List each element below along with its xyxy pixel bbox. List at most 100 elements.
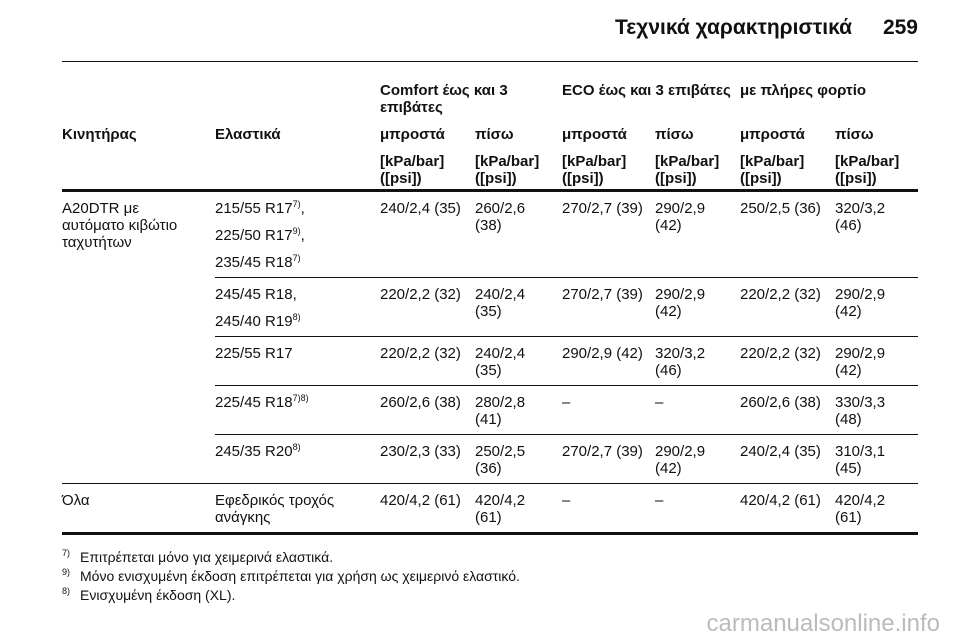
- footnote-text: Μόνο ενισχυμένη έκδοση επιτρέπεται για χ…: [80, 568, 520, 584]
- pressure-cell: 320/3,2 (46): [835, 190, 919, 278]
- tire-text: 225/55 R17: [215, 345, 293, 362]
- pressure: 220/2,2 (32): [380, 286, 461, 303]
- pressure-cell: 250/2,5 (36): [740, 190, 835, 278]
- pressure-cell: 240/2,4 (35): [740, 434, 835, 484]
- pressure: 320/3,2 (46): [655, 345, 706, 379]
- pressure: 290/2,9 (42): [835, 286, 886, 320]
- units-row: [kPa/bar] ([psi]) [kPa/bar] ([psi]) [kPa/b…: [62, 153, 919, 192]
- unit-text: [kPa/bar] ([psi]): [380, 153, 445, 187]
- pressure: –: [655, 492, 664, 509]
- footnote-text: Επιτρέπεται μόνο για χειμερινά ελαστικά.: [80, 549, 334, 565]
- data-row: Όλα Εφεδρικός τροχός ανάγκης 420/4,2 (61) 4…: [62, 483, 919, 535]
- pressure-cell: 270/2,7 (39): [562, 434, 655, 484]
- pressure: 290/2,9 (42): [655, 443, 706, 477]
- pressure: 310/3,1 (45): [835, 443, 886, 477]
- pressure-cell: 330/3,3 (48): [835, 385, 919, 435]
- pressure: 220/2,2 (32): [740, 286, 821, 303]
- pressure-cell: –: [562, 483, 655, 535]
- unit-header: [kPa/bar] ([psi]): [562, 153, 655, 192]
- group-header: ECO έως και 3 επιβάτες: [562, 82, 740, 126]
- column-header-row: Κινητήρας Ελαστικά μπροστά πίσω μπροστά πίσω μ…: [62, 126, 918, 153]
- column-header: μπροστά: [562, 126, 627, 143]
- pressure-cell: 290/2,9 (42): [562, 336, 655, 386]
- tire-text: 245/40 R19: [215, 313, 293, 330]
- pressure: 290/2,9 (42): [562, 345, 643, 362]
- blank: [62, 153, 215, 192]
- pressure: 240/2,4 (35): [740, 443, 821, 460]
- pressure: 240/2,4 (35): [380, 200, 461, 217]
- pressure-cell: 290/2,9 (42): [655, 277, 740, 337]
- pressure-cell: 240/2,4 (35): [475, 336, 562, 386]
- pressure: 250/2,5 (36): [475, 443, 526, 477]
- separator: ,: [300, 200, 305, 217]
- group-header: Comfort έως και 3 επιβάτες: [380, 82, 562, 126]
- tire-text: 235/45 R18: [215, 254, 293, 271]
- engine-cell: A20DTR με αυτόματο κιβώτιο ταχυτήτων: [62, 190, 215, 484]
- unit-header: [kPa/bar] ([psi]): [655, 153, 740, 192]
- pressure-cell: 260/2,6 (38): [475, 190, 562, 278]
- footnote-ref: 7)8): [292, 393, 309, 403]
- pressure-cell: 230/2,3 (33): [380, 434, 475, 484]
- group-header-row: Comfort έως και 3 επιβάτες ECO έως και 3 …: [62, 82, 918, 126]
- data-row: 225/55 R17 220/2,2 (32) 240/2,4 (35) 290/2,…: [62, 336, 919, 386]
- tires-cell: 225/55 R17: [215, 336, 380, 386]
- pressure: 230/2,3 (33): [380, 443, 461, 460]
- pressure-cell: –: [655, 483, 740, 535]
- footnote-ref: 9): [292, 226, 301, 236]
- pressure: 270/2,7 (39): [562, 200, 643, 217]
- pressure: 240/2,4 (35): [475, 286, 526, 320]
- pressure-cell: –: [655, 385, 740, 435]
- column-header: πίσω: [475, 126, 514, 143]
- pressure-cell: 220/2,2 (32): [380, 277, 475, 337]
- data-row: 245/35 R208) 230/2,3 (33) 250/2,5 (36) 270/…: [62, 434, 919, 484]
- group-header: με πλήρες φορτίο: [740, 82, 918, 126]
- pressure-cell: 240/2,4 (35): [380, 190, 475, 278]
- footnote: 8) Ενισχυμένη έκδοση (XL).: [62, 586, 520, 605]
- blank: [215, 153, 380, 192]
- pressure-cell: 310/3,1 (45): [835, 434, 919, 484]
- engine: Όλα: [62, 492, 90, 509]
- blank: [215, 82, 380, 126]
- tires-cell: 245/45 R18, 245/40 R198): [215, 277, 380, 337]
- pressure-cell: 290/2,9 (42): [655, 434, 740, 484]
- column-header: πίσω: [835, 126, 874, 143]
- tire-text: 215/55 R17: [215, 200, 293, 217]
- pressure-cell: 420/4,2 (61): [380, 483, 475, 535]
- pressure: –: [562, 492, 571, 509]
- pressure: 260/2,6 (38): [740, 394, 821, 411]
- footnote-mark: 8): [62, 586, 71, 596]
- tire-size: 225/50 R179),: [215, 226, 376, 245]
- tire-size: 235/45 R187): [215, 254, 376, 272]
- pressure-cell: 290/2,9 (42): [835, 336, 919, 386]
- pressure: 280/2,8 (41): [475, 394, 526, 428]
- pressure-cell: 420/4,2 (61): [475, 483, 562, 535]
- separator: ,: [300, 227, 305, 244]
- engine: A20DTR με αυτόματο κιβώτιο ταχυτήτων: [62, 200, 178, 251]
- unit-text: [kPa/bar] ([psi]): [475, 153, 540, 187]
- tires-cell: 215/55 R177), 225/50 R179), 235/45 R187): [215, 190, 380, 278]
- pressure-cell: 420/4,2 (61): [740, 483, 835, 535]
- pressure: 290/2,9 (42): [835, 345, 886, 379]
- pressure-cell: 280/2,8 (41): [475, 385, 562, 435]
- pressure: 420/4,2 (61): [740, 492, 821, 509]
- tire-size: 225/55 R17: [215, 345, 376, 362]
- pressure-cell: 220/2,2 (32): [380, 336, 475, 386]
- footnotes: 7) Επιτρέπεται μόνο για χειμερινά ελαστικ…: [62, 548, 520, 605]
- unit-text: [kPa/bar] ([psi]): [562, 153, 627, 187]
- tire-size: 215/55 R177),: [215, 200, 376, 218]
- pressure: –: [562, 394, 571, 411]
- engine-cell: Όλα: [62, 483, 215, 535]
- pressure-cell: 420/4,2 (61): [835, 483, 919, 535]
- pressure: 220/2,2 (32): [380, 345, 461, 362]
- group-header-text: με πλήρες φορτίο: [740, 82, 867, 99]
- column-header: Κινητήρας: [62, 126, 137, 143]
- pressure: 260/2,6 (38): [380, 394, 461, 411]
- tire-text: 245/35 R20: [215, 443, 293, 460]
- pressure: 270/2,7 (39): [562, 286, 643, 303]
- column-header: Ελαστικά: [215, 126, 281, 143]
- tire-size: 245/45 R18,: [215, 286, 376, 303]
- rule: [62, 61, 918, 62]
- group-header-text: ECO έως και 3 επιβάτες: [562, 82, 731, 99]
- unit-header: [kPa/bar] ([psi]): [740, 153, 835, 192]
- footnote: 7) Επιτρέπεται μόνο για χειμερινά ελαστικ…: [62, 548, 520, 567]
